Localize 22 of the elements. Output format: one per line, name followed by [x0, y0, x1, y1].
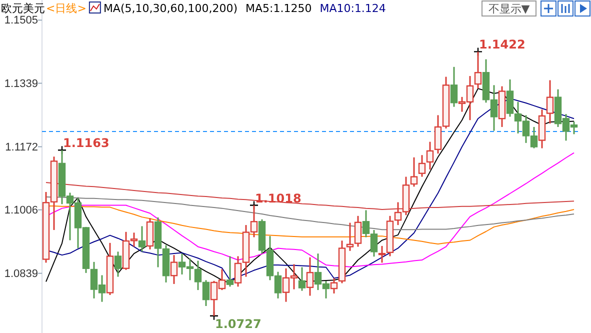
candlestick [546, 79, 554, 124]
annotation: 1.1163 [63, 136, 110, 150]
y-tick-label: 1.0839 [4, 268, 38, 280]
chart-title: 欧元美元 [1, 2, 45, 15]
annotation: 1.0727 [215, 316, 262, 331]
annotation: MA10:1.124 [320, 2, 386, 15]
y-tick-label: 1.1505 [4, 14, 38, 27]
annotation: 不显示▼ [488, 2, 530, 16]
candlestick [306, 256, 314, 296]
candlestick [450, 66, 458, 108]
dropdown-button: 不显示▼ [482, 0, 536, 16]
y-tick-label: 1.1172 [5, 141, 38, 154]
candlestick [426, 141, 434, 170]
annotation: MA5:1.1250 [246, 2, 312, 15]
candlestick [170, 254, 178, 285]
annotation: MA(5,10,30,60,100,200) [103, 2, 238, 15]
y-tick-label: 1.1006 [4, 204, 38, 216]
y-tick-label: 1.1339 [4, 78, 38, 90]
candlestick [538, 108, 546, 150]
chart-subtitle: <日线> [46, 2, 86, 15]
annotation: 1.1422 [479, 38, 526, 52]
annotation: 1.1018 [255, 191, 302, 206]
